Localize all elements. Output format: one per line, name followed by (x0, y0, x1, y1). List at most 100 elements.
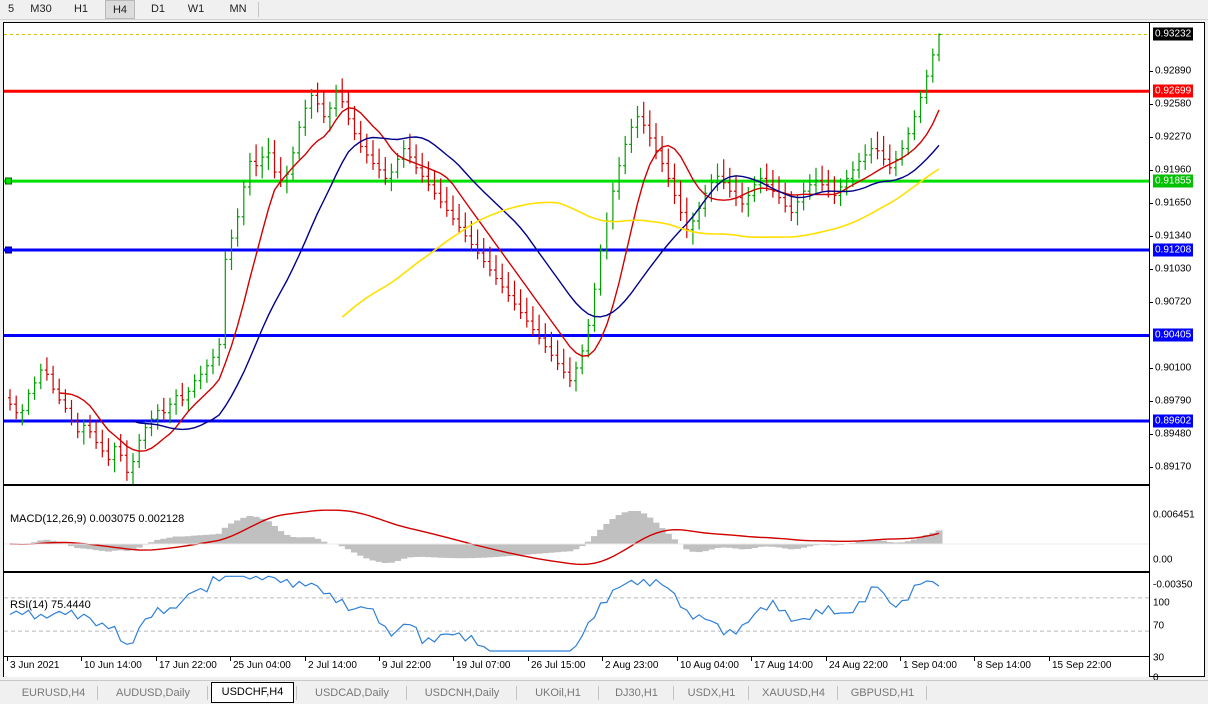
tab-divider (926, 686, 927, 700)
macd-scale-label: -0.00350 (1153, 579, 1193, 591)
price-tick (1149, 202, 1153, 204)
price-scale-label: 0.92270 (1155, 131, 1192, 143)
timeframe-w1[interactable]: W1 (187, 3, 205, 15)
time-tick (528, 657, 529, 661)
time-tick (230, 657, 231, 661)
pane-separator-1b (4, 485, 1149, 486)
rsi-scale-label: 30 (1153, 652, 1165, 664)
level-handle-green[interactable] (5, 177, 12, 185)
timeframe-h1[interactable]: H1 (73, 3, 89, 15)
time-scale-label: 26 Jul 15:00 (531, 660, 586, 671)
chart-window: USDCHF,H4 0.93218 0.93242 0.93194 0.9323… (3, 22, 1205, 684)
time-scale-label: 2 Aug 23:00 (605, 660, 659, 671)
timeframe-mn[interactable]: MN (229, 3, 247, 15)
price-tick (1149, 136, 1153, 138)
rsi-line (9, 575, 940, 652)
price-scale[interactable]: 0.92890 0.92580 0.92270 0.91960 0.91650 0.913… (1149, 23, 1204, 684)
price-tick (1149, 301, 1153, 303)
price-scale-label: 0.91650 (1155, 197, 1192, 209)
price-tick (1149, 169, 1153, 171)
price-scale-label: 0.91960 (1155, 164, 1192, 176)
time-scale-label: 1 Sep 04:00 (903, 660, 957, 671)
price-tick (1149, 235, 1153, 237)
price-tick (1149, 367, 1153, 369)
tab-divider (837, 686, 838, 700)
macd-signal-line (9, 509, 940, 566)
tab-divider (516, 686, 517, 700)
time-tick (81, 657, 82, 661)
time-scale-label: 3 Jun 2021 (10, 660, 60, 671)
chart-tab-eurusd-h4[interactable]: EURUSD,H4 (21, 687, 86, 699)
chart-tab-bar: EURUSD,H4 AUDUSD,Daily USDCHF,H4 USDCAD,Dai… (0, 680, 1208, 704)
time-tick (1049, 657, 1050, 661)
price-badge-3[interactable]: 0.91208 (1153, 243, 1194, 257)
tab-divider (673, 686, 674, 700)
tab-divider (748, 686, 749, 700)
time-scale-label: 10 Jun 14:00 (84, 660, 142, 671)
price-badge-5[interactable]: 0.89602 (1153, 414, 1194, 428)
rsi-canvas (4, 575, 1149, 652)
rsi-pane[interactable] (4, 573, 1149, 656)
chart-tab-usdcnh-daily[interactable]: USDCNH,Daily (424, 687, 500, 699)
chart-tab-xauusd-h4[interactable]: XAUUSD,H4 (762, 687, 825, 699)
time-scale-label: 15 Sep 22:00 (1052, 660, 1112, 671)
tab-divider (296, 686, 297, 700)
price-scale-label: 0.89790 (1155, 395, 1192, 407)
price-scale-label: 0.90100 (1155, 362, 1192, 374)
chart-tab-usdx-h1[interactable]: USDX,H1 (687, 687, 736, 699)
ma-fast-line (59, 107, 940, 452)
time-tick (379, 657, 380, 661)
macd-scale-label: 0.006451 (1153, 509, 1195, 521)
chart-tab-ukoil-h1[interactable]: UKOil,H1 (535, 687, 581, 699)
time-scale-label: 19 Jul 07:00 (456, 660, 511, 671)
price-scale-label: 0.92580 (1155, 98, 1192, 110)
price-tick (1149, 466, 1153, 468)
price-tick (1149, 103, 1153, 105)
timeframe-5[interactable]: 5 (7, 3, 15, 15)
chart-tab-dj30-h1[interactable]: DJ30,H1 (615, 687, 658, 699)
price-pane[interactable] (4, 23, 1149, 484)
rsi-scale-label: 70 (1153, 620, 1165, 632)
time-scale-label: 17 Aug 14:00 (754, 660, 813, 671)
price-scale-label: 0.91340 (1155, 230, 1192, 242)
ma-slow-line (341, 168, 940, 318)
price-tick (1149, 400, 1153, 402)
price-scale-label: 0.92890 (1155, 65, 1192, 77)
time-scale-label: 17 Jun 22:00 (159, 660, 217, 671)
time-tick (7, 657, 8, 661)
price-badge-2[interactable]: 0.91855 (1153, 174, 1194, 188)
pane-separator-2b (4, 572, 1149, 573)
timeframe-m30[interactable]: M30 (30, 3, 52, 15)
chart-tab-audusd-daily[interactable]: AUDUSD,Daily (116, 687, 190, 699)
chart-tab-usdcad-daily[interactable]: USDCAD,Daily (315, 687, 389, 699)
price-badge-1[interactable]: 0.92699 (1153, 84, 1194, 98)
time-tick (305, 657, 306, 661)
time-tick (677, 657, 678, 661)
price-tick (1149, 268, 1153, 270)
timeframe-h4[interactable]: H4 (105, 0, 135, 19)
chart-tab-usdchf-h4[interactable]: USDCHF,H4 (211, 682, 294, 703)
tab-divider (598, 686, 599, 700)
time-tick (156, 657, 157, 661)
macd-label: MACD(12,26,9) 0.003075 0.002128 (10, 513, 185, 525)
chart-tab-gbpusd-h1[interactable]: GBPUSD,H1 (850, 687, 915, 699)
price-scale-label: 0.89170 (1155, 461, 1192, 473)
time-tick (453, 657, 454, 661)
tab-divider (406, 686, 407, 700)
rsi-label: RSI(14) 75.4440 (10, 599, 91, 611)
time-scale[interactable]: 3 Jun 2021 10 Jun 14:00 17 Jun 22:00 25 Jun… (4, 656, 1149, 677)
pane-separator-2 (4, 571, 1149, 572)
tab-divider (207, 686, 208, 700)
time-scale-label: 2 Jul 14:00 (308, 660, 357, 671)
macd-canvas (4, 509, 1149, 566)
price-badge-4[interactable]: 0.90405 (1153, 328, 1194, 342)
macd-pane[interactable] (4, 486, 1149, 571)
price-chart-canvas[interactable] (4, 23, 1149, 484)
level-handle-blue[interactable] (5, 246, 12, 254)
tab-divider (97, 686, 98, 700)
rsi-scale-label: 100 (1153, 597, 1170, 609)
price-badge-0[interactable]: 0.93232 (1153, 27, 1194, 41)
time-scale-label: 25 Jun 04:00 (233, 660, 291, 671)
timeframe-d1[interactable]: D1 (150, 3, 166, 15)
